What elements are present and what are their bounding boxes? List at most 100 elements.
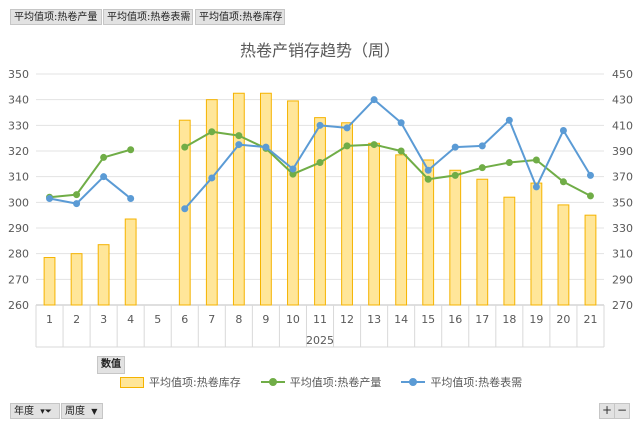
year-field-button[interactable]: 年度 ▾⏷ [10,403,60,419]
x-axis-tick-label: 11 [313,313,327,326]
x-axis-tick-label: 9 [262,313,269,326]
bar-inventory [503,196,516,306]
bar-inventory [259,92,272,306]
point-demand [505,116,513,124]
x-axis-tick-label: 3 [100,313,107,326]
year-field-label: 年度 [14,406,34,417]
bar-inventory [178,119,191,306]
right-axis-tick-label: 430 [612,94,633,107]
point-demand [343,124,351,132]
point-demand [262,143,270,151]
legend-swatch-inventory [120,376,144,388]
point-demand [73,200,81,208]
x-axis-tick-label: 14 [394,313,408,326]
dropdown-icon[interactable]: ▼ [91,407,98,416]
point-production [532,156,540,164]
x-axis-tick-label: 17 [475,313,489,326]
pivot-field-inventory[interactable]: 平均值项:热卷库存 [195,9,285,25]
x-axis-tick-label: 21 [583,313,597,326]
x-axis-tick-label: 19 [529,313,543,326]
right-axis-tick-label: 330 [612,222,633,235]
left-axis-tick-label: 290 [8,222,29,235]
bar-inventory [422,159,435,306]
x-axis-tick-label: 5 [154,313,161,326]
point-production [451,171,459,179]
left-axis-tick-label: 260 [8,299,29,312]
point-demand [289,165,297,173]
right-axis-tick-label: 270 [612,299,633,312]
series-line-production [49,148,131,199]
x-axis-tick-label: 4 [127,313,134,326]
right-axis-tick-label: 350 [612,196,633,209]
point-production [181,143,189,151]
bar-inventory [530,182,543,306]
x-axis-tick-label: 18 [502,313,516,326]
left-axis-tick-label: 300 [8,196,29,209]
x-axis-tick-label: 6 [181,313,188,326]
legend-item-demand: 平均值项:热卷表需 [401,374,522,390]
point-production [370,141,378,149]
bar-inventory [205,99,218,306]
bar-inventory [341,122,353,306]
x-axis-tick-label: 7 [208,313,215,326]
left-axis-tick-label: 310 [8,171,29,184]
x-axis-tick-label: 8 [235,313,242,326]
bar-inventory [476,178,489,306]
right-axis-tick-label: 310 [612,248,633,261]
point-production [586,192,594,200]
point-demand [559,126,567,134]
x-axis-tick-label: 20 [556,313,570,326]
legend-label-inventory: 平均值项:热卷库存 [149,376,241,389]
right-axis-tick-label: 290 [612,273,633,286]
bar-inventory [232,92,245,306]
left-axis-tick-label: 350 [8,68,29,81]
left-axis-tick-label: 280 [8,248,29,261]
series-line-demand [49,175,132,205]
x-axis-tick-label: 15 [421,313,435,326]
point-production [397,147,405,155]
expand-button[interactable]: + [599,403,615,419]
left-axis-tick-label: 340 [8,94,29,107]
x-axis-tick-label: 13 [367,313,381,326]
point-demand [127,194,135,202]
left-axis-tick-label: 270 [8,273,29,286]
point-demand [235,141,243,149]
bar-inventory [449,169,462,306]
bar-inventory [395,154,408,306]
legend-label-production: 平均值项:热卷产量 [289,376,382,389]
x-axis-tick-label: 12 [340,313,354,326]
collapse-button[interactable]: − [614,403,630,419]
bar-inventory [557,204,570,306]
point-demand [46,194,54,202]
point-demand [532,183,540,191]
point-demand [100,173,108,181]
pivot-field-production[interactable]: 平均值项:热卷产量 [10,9,102,25]
values-field-button[interactable]: 数值 [97,356,125,374]
x-axis-tick-label: 1 [46,313,53,326]
legend-item-inventory: 平均值项:热卷库存 [120,374,241,390]
x-axis-tick-label: 2 [73,313,80,326]
point-demand [424,166,432,174]
pivot-field-demand[interactable]: 平均值项:热卷表需 [103,9,193,25]
x-axis-group-label: 2025 [306,334,334,347]
filter-icon[interactable]: ▾⏷ [40,407,52,417]
point-demand [181,205,189,213]
series-line-production [184,130,591,197]
bar-inventory [124,218,137,306]
point-production [559,178,567,186]
legend-swatch-demand [401,377,426,387]
week-field-button[interactable]: 周度 ▼ [61,403,103,419]
point-production [100,153,108,161]
bar-inventory [584,214,597,306]
point-production [235,132,243,140]
bar-inventory [70,253,83,306]
point-demand [586,171,594,179]
legend-swatch-production [260,377,285,387]
left-axis-tick-label: 320 [8,145,29,158]
series-line-demand [184,98,592,210]
right-axis-tick-label: 410 [612,119,633,132]
legend-label-demand: 平均值项:热卷表需 [430,376,523,389]
point-production [316,159,324,167]
point-production [73,191,81,199]
point-demand [397,119,405,127]
